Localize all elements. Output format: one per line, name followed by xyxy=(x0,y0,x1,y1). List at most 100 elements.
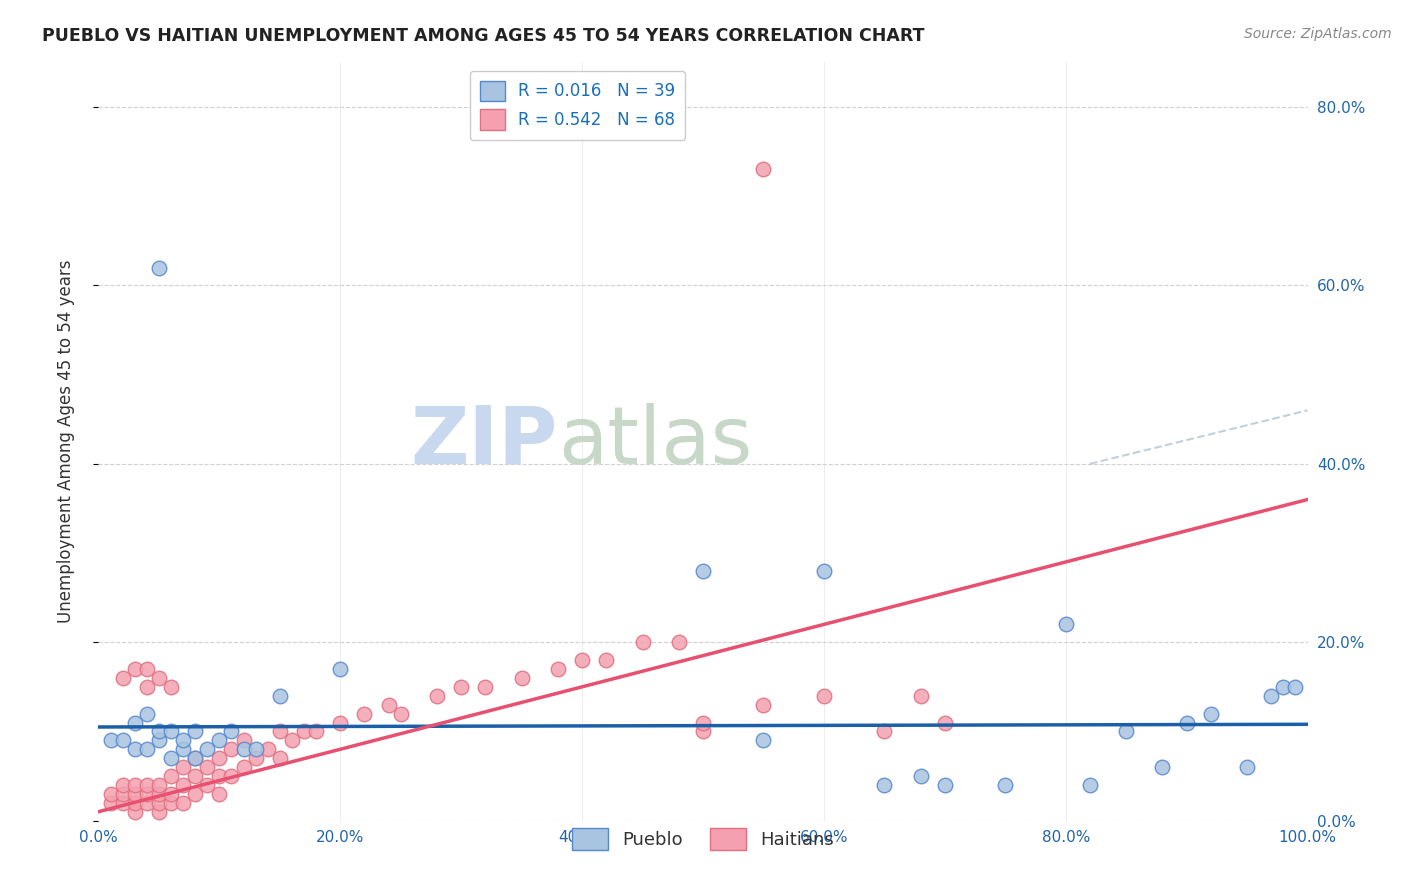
Point xyxy=(571,653,593,667)
Point xyxy=(377,698,399,712)
Point xyxy=(934,778,956,792)
Point xyxy=(172,796,194,810)
Point xyxy=(160,680,183,694)
Point xyxy=(547,662,569,676)
Point xyxy=(100,796,122,810)
Point xyxy=(124,796,146,810)
Point xyxy=(389,706,412,721)
Point xyxy=(172,778,194,792)
Point xyxy=(135,787,157,801)
Point xyxy=(148,733,170,747)
Point xyxy=(245,751,267,765)
Point xyxy=(160,751,183,765)
Legend: Pueblo, Haitians: Pueblo, Haitians xyxy=(564,821,842,857)
Point xyxy=(184,787,207,801)
Point xyxy=(160,769,183,783)
Point xyxy=(752,162,775,177)
Point xyxy=(873,778,896,792)
Point xyxy=(124,742,146,756)
Point xyxy=(111,733,134,747)
Point xyxy=(232,733,254,747)
Point xyxy=(232,760,254,774)
Point xyxy=(135,706,157,721)
Point xyxy=(148,805,170,819)
Point xyxy=(1199,706,1222,721)
Point xyxy=(353,706,375,721)
Point xyxy=(208,733,231,747)
Point xyxy=(124,778,146,792)
Point xyxy=(135,796,157,810)
Point xyxy=(631,635,654,649)
Point xyxy=(135,742,157,756)
Point xyxy=(752,698,775,712)
Point xyxy=(221,724,243,739)
Point xyxy=(692,715,714,730)
Text: PUEBLO VS HAITIAN UNEMPLOYMENT AMONG AGES 45 TO 54 YEARS CORRELATION CHART: PUEBLO VS HAITIAN UNEMPLOYMENT AMONG AGE… xyxy=(42,27,925,45)
Point xyxy=(124,715,146,730)
Point xyxy=(111,787,134,801)
Point xyxy=(148,724,170,739)
Point xyxy=(160,796,183,810)
Point xyxy=(172,742,194,756)
Point xyxy=(184,724,207,739)
Point xyxy=(208,787,231,801)
Point xyxy=(292,724,315,739)
Point xyxy=(160,724,183,739)
Point xyxy=(813,564,835,578)
Point xyxy=(148,778,170,792)
Point xyxy=(994,778,1017,792)
Point xyxy=(595,653,617,667)
Point xyxy=(195,742,218,756)
Point xyxy=(510,671,533,685)
Point xyxy=(1078,778,1101,792)
Point xyxy=(1284,680,1306,694)
Point xyxy=(910,769,932,783)
Y-axis label: Unemployment Among Ages 45 to 54 years: Unemployment Among Ages 45 to 54 years xyxy=(56,260,75,624)
Point xyxy=(221,769,243,783)
Point xyxy=(135,662,157,676)
Point xyxy=(873,724,896,739)
Point xyxy=(111,778,134,792)
Point xyxy=(148,787,170,801)
Point xyxy=(135,778,157,792)
Point xyxy=(1152,760,1174,774)
Point xyxy=(450,680,472,694)
Point xyxy=(148,671,170,685)
Text: Source: ZipAtlas.com: Source: ZipAtlas.com xyxy=(1244,27,1392,41)
Point xyxy=(426,689,449,703)
Point xyxy=(111,796,134,810)
Point xyxy=(269,689,291,703)
Point xyxy=(245,742,267,756)
Point xyxy=(184,751,207,765)
Point xyxy=(208,751,231,765)
Point xyxy=(208,769,231,783)
Point xyxy=(269,751,291,765)
Point xyxy=(329,662,352,676)
Point xyxy=(813,689,835,703)
Text: ZIP: ZIP xyxy=(411,402,558,481)
Point xyxy=(172,760,194,774)
Point xyxy=(329,715,352,730)
Point xyxy=(1272,680,1295,694)
Point xyxy=(100,787,122,801)
Point xyxy=(1175,715,1198,730)
Point xyxy=(692,564,714,578)
Point xyxy=(160,787,183,801)
Point xyxy=(184,769,207,783)
Point xyxy=(195,778,218,792)
Point xyxy=(124,662,146,676)
Point xyxy=(232,742,254,756)
Point xyxy=(910,689,932,703)
Point xyxy=(474,680,496,694)
Point xyxy=(124,805,146,819)
Point xyxy=(221,742,243,756)
Point xyxy=(1236,760,1258,774)
Point xyxy=(281,733,304,747)
Point xyxy=(195,760,218,774)
Point xyxy=(256,742,278,756)
Point xyxy=(305,724,328,739)
Point xyxy=(1260,689,1282,703)
Point xyxy=(184,751,207,765)
Point xyxy=(148,796,170,810)
Point xyxy=(148,260,170,275)
